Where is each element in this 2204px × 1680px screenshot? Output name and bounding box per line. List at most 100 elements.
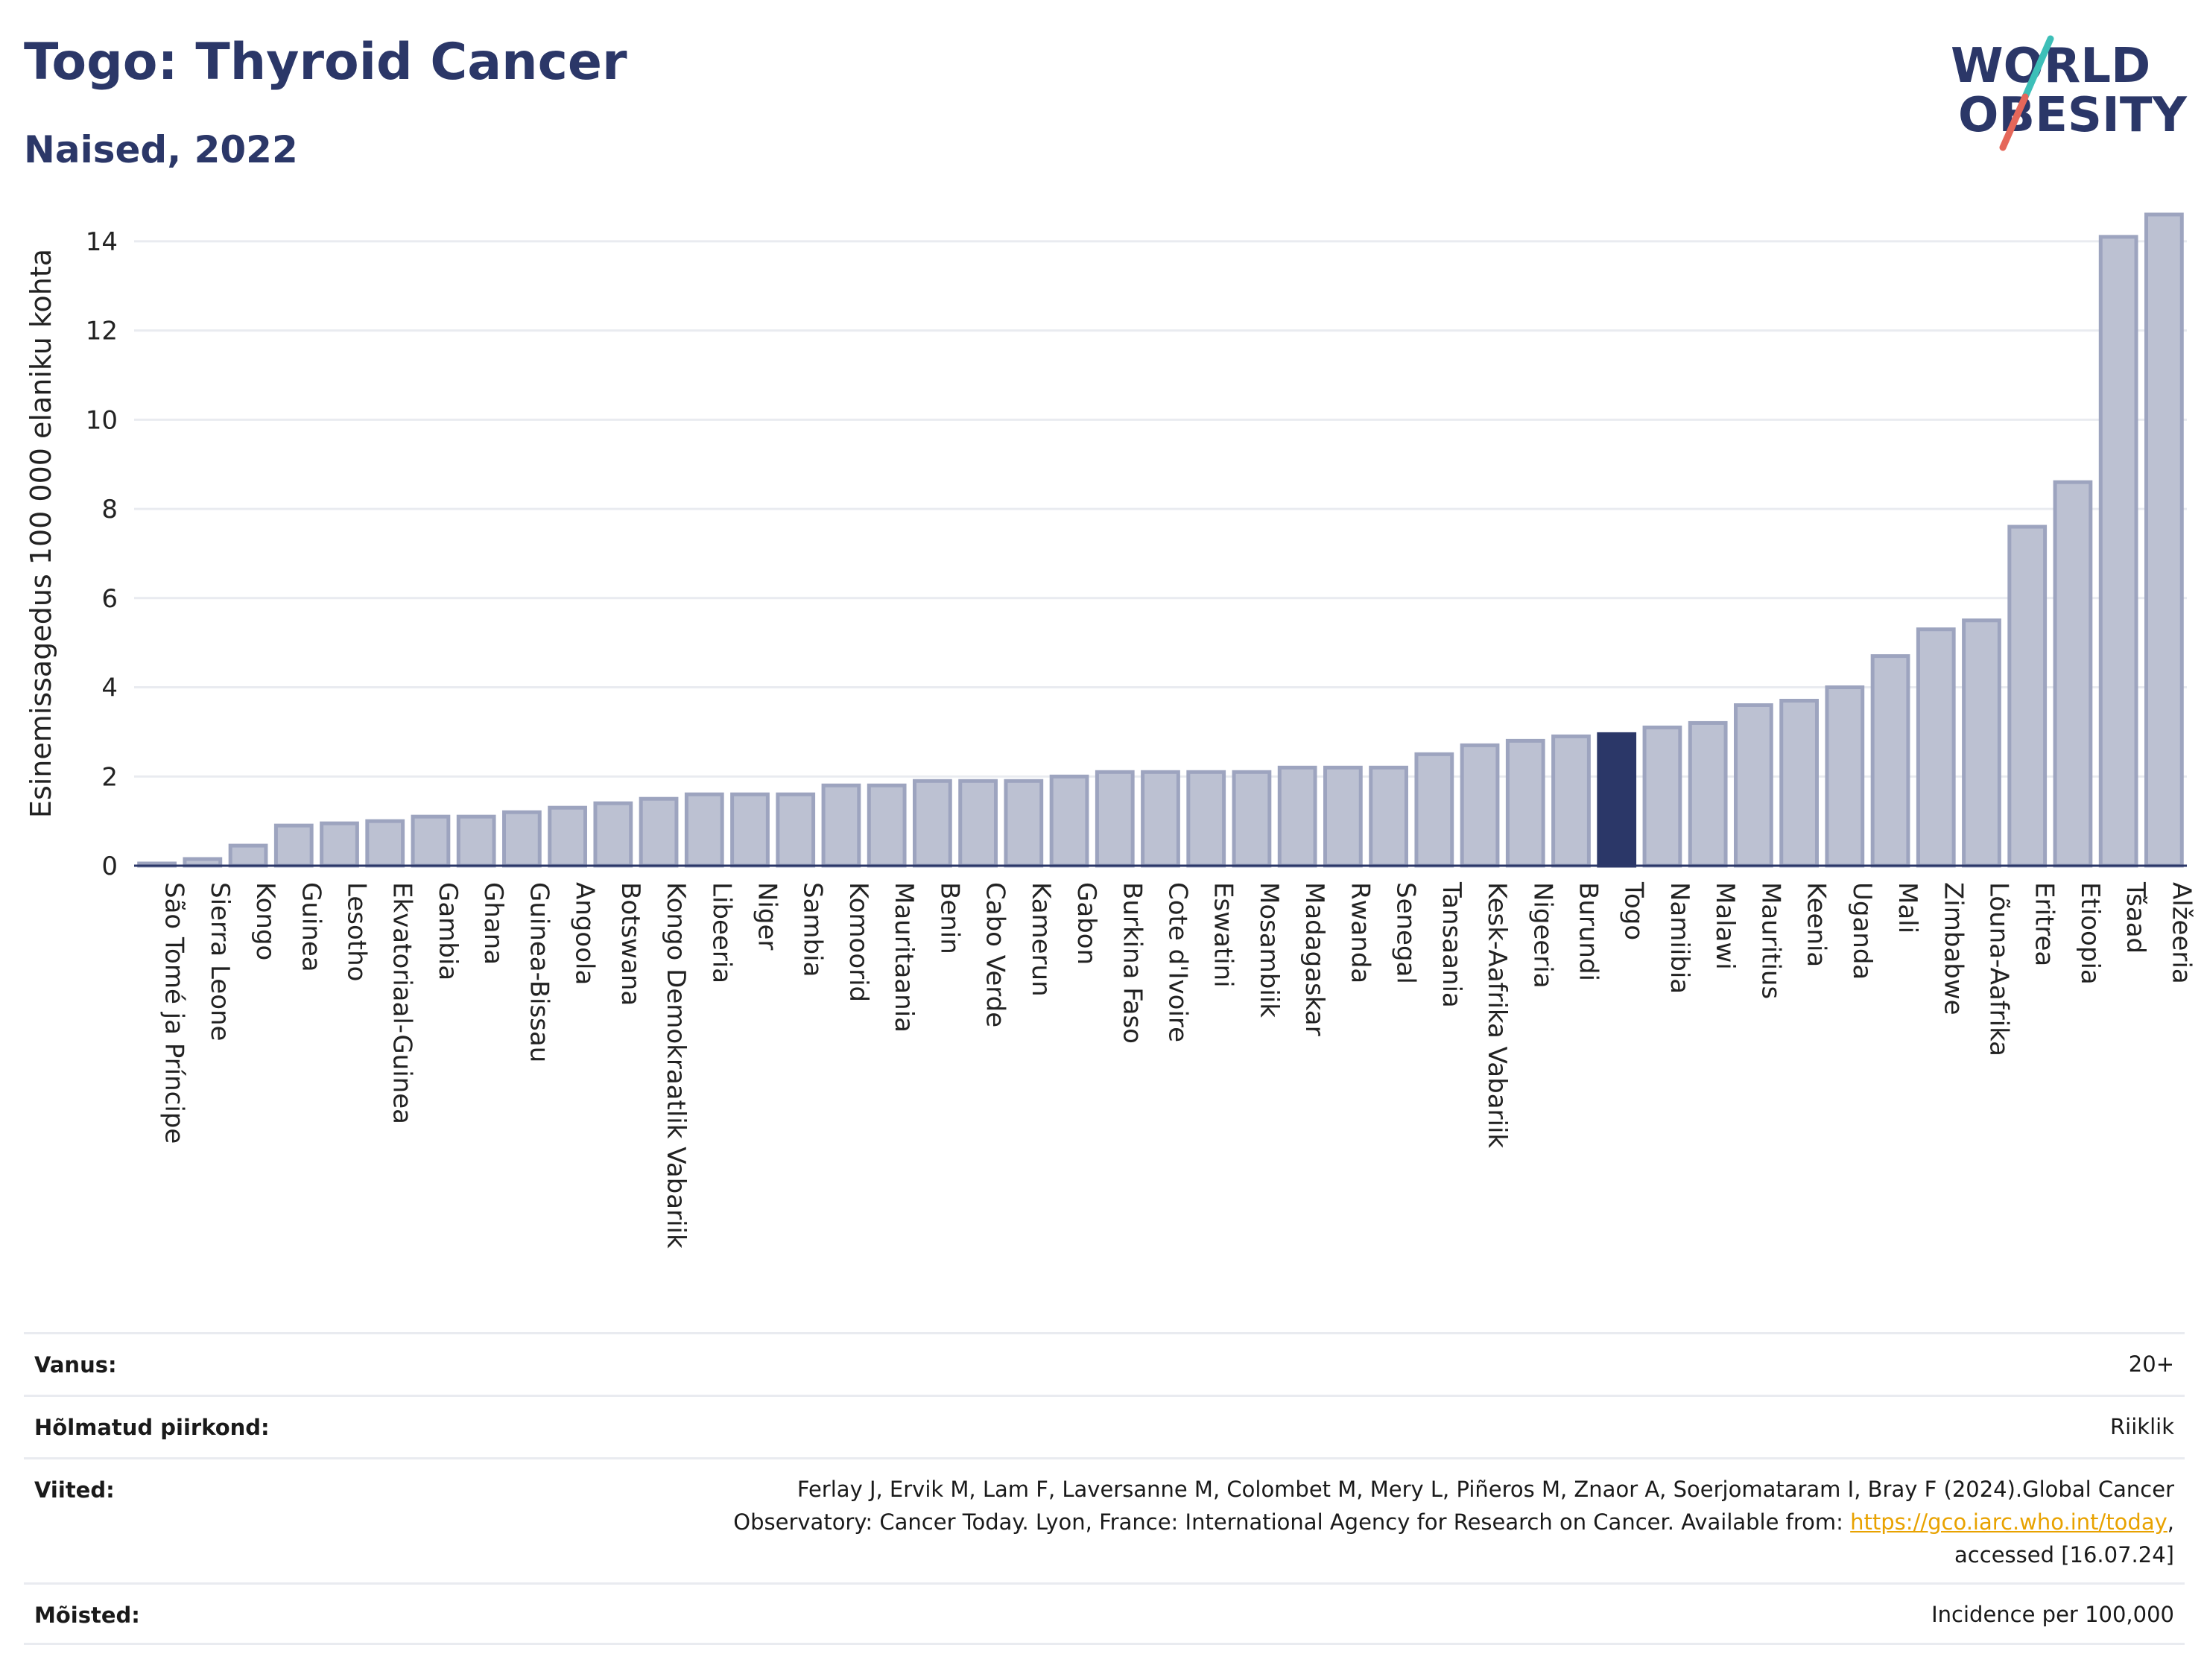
references-value: Ferlay J, Ervik M, Lam F, Laversanne M, … [684,1473,2174,1582]
x-tick-label: Cote d'Ivoire [1163,882,1193,1042]
bar-Ghana [456,814,496,868]
bar-chart: 0 2 4 6 8 10 12 14 Esinemissagedus 100 000 elani… [25,212,2196,1249]
bar-Niger [730,792,770,868]
x-tick-label: Kesk-Aafrika Vabariik [1482,882,1512,1148]
x-tick-label: Angoola [570,882,600,985]
x-tick-label: Mali [1893,882,1922,933]
bar-Mosambiik [1232,770,1272,868]
y-tick-label: 14 [86,227,118,257]
info-row-references: Viited: Ferlay J, Ervik M, Lam F, Lavers… [24,1457,2185,1582]
bar-Eswatini [1186,770,1226,868]
x-tick-label: Kamerun [1026,882,1056,997]
x-tick-label: Guinea-Bissau [524,882,554,1062]
bar-Kamerun [1004,779,1044,868]
x-tick-label: Eswatini [1209,882,1238,988]
age-value: 20+ [2128,1351,2174,1377]
info-table: Vanus: 20+ Hõlmatud piirkond: Riiklik Vi… [24,1332,2185,1645]
x-tick-label: Komoorid [843,882,873,1002]
x-tick-label: Mosambiik [1254,882,1284,1018]
bar-Keenia [1779,698,1819,868]
x-tick-label: Niger [753,882,782,950]
x-tick-label: Ekvatoriaal-Guinea [387,882,417,1124]
region-label: Hõlmatud piirkond: [34,1415,270,1440]
page-subtitle: Naised, 2022 [24,128,298,171]
x-tick-label: Libeeria [706,882,736,983]
bar-Gabon [1049,774,1089,868]
x-tick-label: Madagaskar [1299,882,1329,1036]
references-link[interactable]: https://gco.iarc.who.int/today [1850,1509,2167,1535]
bar-Lõuna-Aafrika [1962,618,2001,868]
logo-line-1: WORLD [1951,39,2150,94]
x-tick-label: Keenia [1802,882,1831,967]
x-tick-label: Alžeeria [2166,882,2196,984]
bar-Togo [1597,732,1637,868]
bar-Etioopia [2053,480,2093,868]
world-obesity-logo: WORLD OBESITY [1951,35,2187,151]
x-tick-label: Burkina Faso [1117,882,1147,1044]
x-tick-label: Kongo Demokraatlik Vabariik [661,882,691,1249]
x-tick-label: Benin [934,882,964,954]
x-tick-label: Ghana [478,882,508,965]
y-tick-label: 12 [86,317,118,346]
bar-Rwanda [1323,765,1363,868]
definitions-label: Mõisted: [34,1603,140,1628]
bar-Komoorid [821,783,861,868]
bar-Mauritius [1734,703,1773,868]
bar-Malawi [1688,720,1728,868]
bar-Alžeeria [2144,212,2184,868]
y-tick-label: 4 [101,673,118,703]
bar-Kongo [228,843,268,868]
bar-Senegal [1369,765,1408,868]
y-tick-label: 0 [101,852,118,881]
bar-Kesk-Aafrika Vabariik [1460,743,1500,868]
age-label: Vanus: [34,1352,117,1378]
x-tick-label: Eritrea [2030,882,2059,966]
x-tick-label: Uganda [1847,882,1877,980]
bar-Sambia [776,792,816,868]
bar-Ekvatoriaal-Guinea [365,819,405,868]
x-tick-label: Mauritius [1755,882,1785,999]
x-tick-label: Lõuna-Aafrika [1984,882,2014,1056]
x-tick-label: Guinea [296,882,326,972]
bar-Tansaania [1414,752,1454,868]
x-tick-label: Rwanda [1345,882,1375,983]
bar-Botswana [593,801,633,868]
references-accessed: , accessed [16.07.24] [1954,1509,2174,1568]
bar-Nigeeria [1505,738,1545,868]
bar-Benin [913,779,952,868]
references-label: Viited: [34,1477,115,1503]
bar-Guinea [273,823,314,868]
references-text: Ferlay J, Ervik M, Lam F, Laversanne M, … [733,1477,2174,1535]
bar-Eritrea [2007,524,2048,868]
bar-Uganda [1825,685,1865,868]
x-tick-label: Zimbabwe [1938,882,1968,1015]
x-tick-label: Sierra Leone [205,882,235,1041]
bar-Lesotho [320,821,359,868]
x-tick-label: São Tomé ja Príncipe [159,882,189,1144]
x-tick-label: Etioopia [2075,882,2105,985]
info-row-region: Hõlmatud piirkond: Riiklik [24,1395,2185,1457]
x-tick-label: Lesotho [342,882,372,981]
x-tick-label: Namiibia [1665,882,1694,994]
definitions-value: Incidence per 100,000 [1931,1602,2174,1627]
x-tick-label: Mauritaania [889,882,919,1033]
bar-Namiibia [1642,725,1682,868]
bar-Angoola [548,805,587,868]
x-tick-label: Gambia [433,882,463,980]
y-axis-label: Esinemissagedus 100 000 elaniku kohta [25,249,57,818]
bar-Gambia [411,814,451,868]
x-tick-label: Cabo Verde [981,882,1010,1027]
y-tick-label: 8 [101,495,118,524]
bar-Tšaad [2098,235,2138,868]
bar-Kongo Demokraatlik Vabariik [639,796,679,868]
y-tick-label: 10 [86,405,118,435]
logo-slash-red [1999,93,2029,151]
bar-Burkina Faso [1095,770,1135,868]
bar-Guinea-Bissau [502,810,542,868]
bar-Cote d'Ivoire [1141,770,1180,868]
info-row-age: Vanus: 20+ [24,1332,2185,1395]
bar-Libeeria [684,792,724,868]
x-tick-label: Senegal [1391,882,1421,984]
x-tick-label: Gabon [1071,882,1101,965]
x-tick-label: Tšaad [2121,881,2150,954]
